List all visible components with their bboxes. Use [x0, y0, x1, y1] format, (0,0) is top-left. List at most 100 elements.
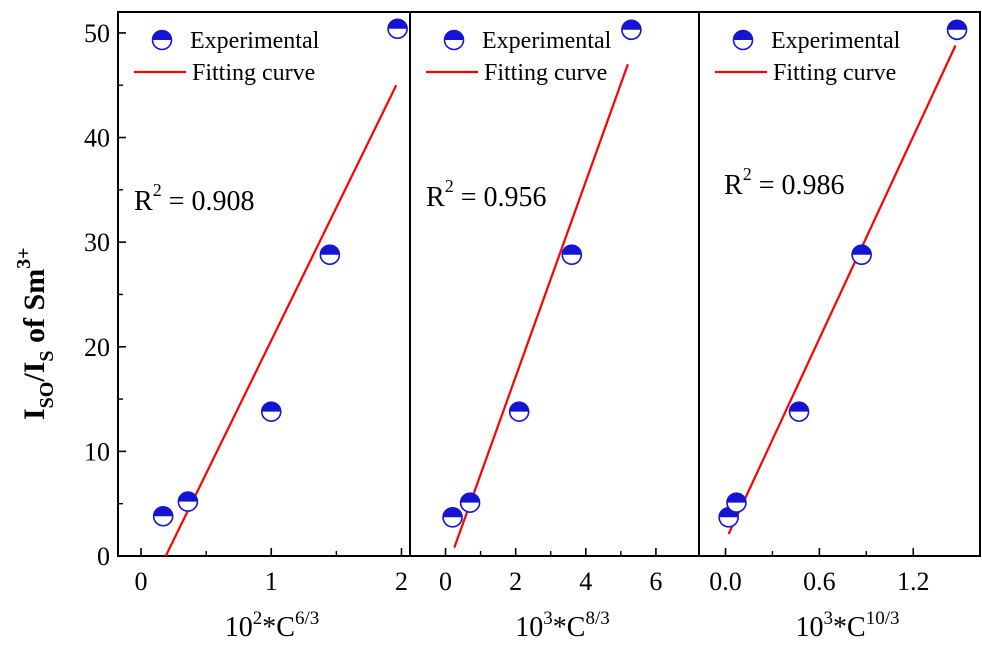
- legend-label-fit: Fitting curve: [484, 60, 607, 86]
- x-label-exp1: 3: [824, 608, 834, 629]
- fit-line: [727, 45, 957, 535]
- legend-label-experimental: Experimental: [771, 28, 901, 54]
- legend-marker: [151, 29, 173, 51]
- x-label-exp1: 3: [543, 608, 553, 629]
- legend-label-experimental: Experimental: [482, 28, 612, 54]
- marker-fill: [320, 245, 340, 255]
- marker-fill: [509, 402, 529, 412]
- data-point: [442, 506, 463, 528]
- data-point: [459, 492, 481, 513]
- marker-fill: [443, 507, 463, 518]
- data-point: [788, 401, 810, 422]
- marker-fill: [444, 30, 464, 40]
- marker-fill: [152, 30, 172, 40]
- y-tick-label: 30: [84, 228, 110, 257]
- y-tick-label: 20: [84, 333, 110, 362]
- legend-label-experimental: Experimental: [190, 28, 320, 54]
- panel-frame: [117, 11, 411, 557]
- x-axis-label: 103*C10/3: [796, 608, 900, 643]
- chart-panel-3: 0.0 0.6 1.2 103*C10/3 Experimental Fitting cu…: [698, 11, 981, 643]
- r2-prefix: R: [426, 182, 445, 213]
- panel-frame: [409, 11, 700, 557]
- y-label-sub1: SO: [36, 382, 58, 409]
- r2-value: = 0.956: [454, 182, 547, 213]
- marker-fill: [153, 506, 173, 517]
- fit-line: [453, 63, 629, 549]
- data-point: [621, 19, 642, 41]
- x-tick-label: 6: [649, 567, 662, 596]
- marker-fill: [852, 245, 872, 255]
- r2-value: = 0.908: [162, 186, 255, 217]
- y-tick-label: 40: [84, 124, 110, 153]
- data-point: [387, 18, 408, 40]
- data-point: [177, 491, 199, 512]
- x-label-exp2: 8/3: [585, 608, 609, 629]
- legend-marker: [443, 29, 465, 51]
- marker-fill: [733, 30, 753, 40]
- y-label-sub2: S: [36, 350, 58, 361]
- x-label-mid: *C: [553, 612, 586, 643]
- data-point: [561, 244, 583, 266]
- x-label-base: 10: [796, 612, 824, 643]
- x-tick-label: 0.6: [803, 567, 836, 596]
- y-axis-label-text: ISO/IS of Sm3+: [13, 247, 58, 420]
- marker-fill: [726, 493, 746, 503]
- data-point: [508, 401, 530, 422]
- x-tick-label: 2: [395, 567, 408, 596]
- marker-fill: [178, 492, 198, 502]
- x-label-exp2: 6/3: [295, 608, 319, 629]
- r2-value: = 0.986: [752, 170, 845, 201]
- data-point: [946, 19, 968, 41]
- marker-fill: [621, 20, 641, 30]
- r2-exp: 2: [153, 180, 162, 200]
- legend-marker: [732, 29, 754, 51]
- chart-panel-2: 0 2 4 6 103*C8/3 Experimental Fitting curve R2 …: [409, 11, 700, 643]
- y-axis-label: ISO/IS of Sm3+: [13, 247, 58, 420]
- data-point: [319, 244, 341, 266]
- y-label-slash: /I: [18, 362, 51, 383]
- r2-prefix: R: [134, 186, 153, 217]
- x-label-mid: *C: [833, 612, 866, 643]
- x-label-base: 10: [225, 612, 253, 643]
- legend-label-fit: Fitting curve: [773, 60, 896, 86]
- x-tick-label: 2: [509, 567, 522, 596]
- x-tick-label: 0: [439, 567, 452, 596]
- x-label-exp2: 10/3: [866, 608, 900, 629]
- y-label-sup: 3+: [13, 247, 35, 268]
- legend-label-fit: Fitting curve: [192, 60, 315, 86]
- x-label-exp1: 2: [253, 608, 263, 629]
- marker-fill: [789, 402, 809, 412]
- r2-exp: 2: [445, 176, 454, 196]
- x-tick-label: 1: [265, 567, 278, 596]
- x-tick-label: 4: [579, 567, 592, 596]
- fit-line: [164, 84, 398, 556]
- x-axis-label: 102*C6/3: [225, 608, 319, 643]
- data-point: [260, 401, 282, 422]
- x-label-mid: *C: [262, 612, 295, 643]
- y-tick-label: 0: [97, 542, 110, 571]
- r2-exp: 2: [743, 164, 752, 184]
- data-point: [152, 505, 174, 527]
- r-squared-annotation: R2 = 0.908: [134, 180, 254, 217]
- x-tick-label: 1.2: [897, 567, 930, 596]
- r-squared-annotation: R2 = 0.956: [426, 176, 546, 213]
- marker-fill: [947, 20, 967, 30]
- marker-fill: [388, 19, 408, 29]
- y-tick-label: 10: [84, 437, 110, 466]
- y-tick-label: 50: [84, 19, 110, 48]
- data-point: [726, 492, 747, 513]
- r-squared-annotation: R2 = 0.986: [724, 164, 844, 201]
- marker-fill: [562, 245, 582, 255]
- x-tick-label: 0: [135, 567, 148, 596]
- marker-fill: [460, 493, 480, 503]
- x-tick-label: 0.0: [709, 567, 742, 596]
- y-label-main: I: [18, 408, 51, 420]
- panel-frame: [698, 11, 981, 557]
- r2-prefix: R: [724, 170, 743, 201]
- data-point: [851, 244, 872, 266]
- x-label-base: 10: [515, 612, 543, 643]
